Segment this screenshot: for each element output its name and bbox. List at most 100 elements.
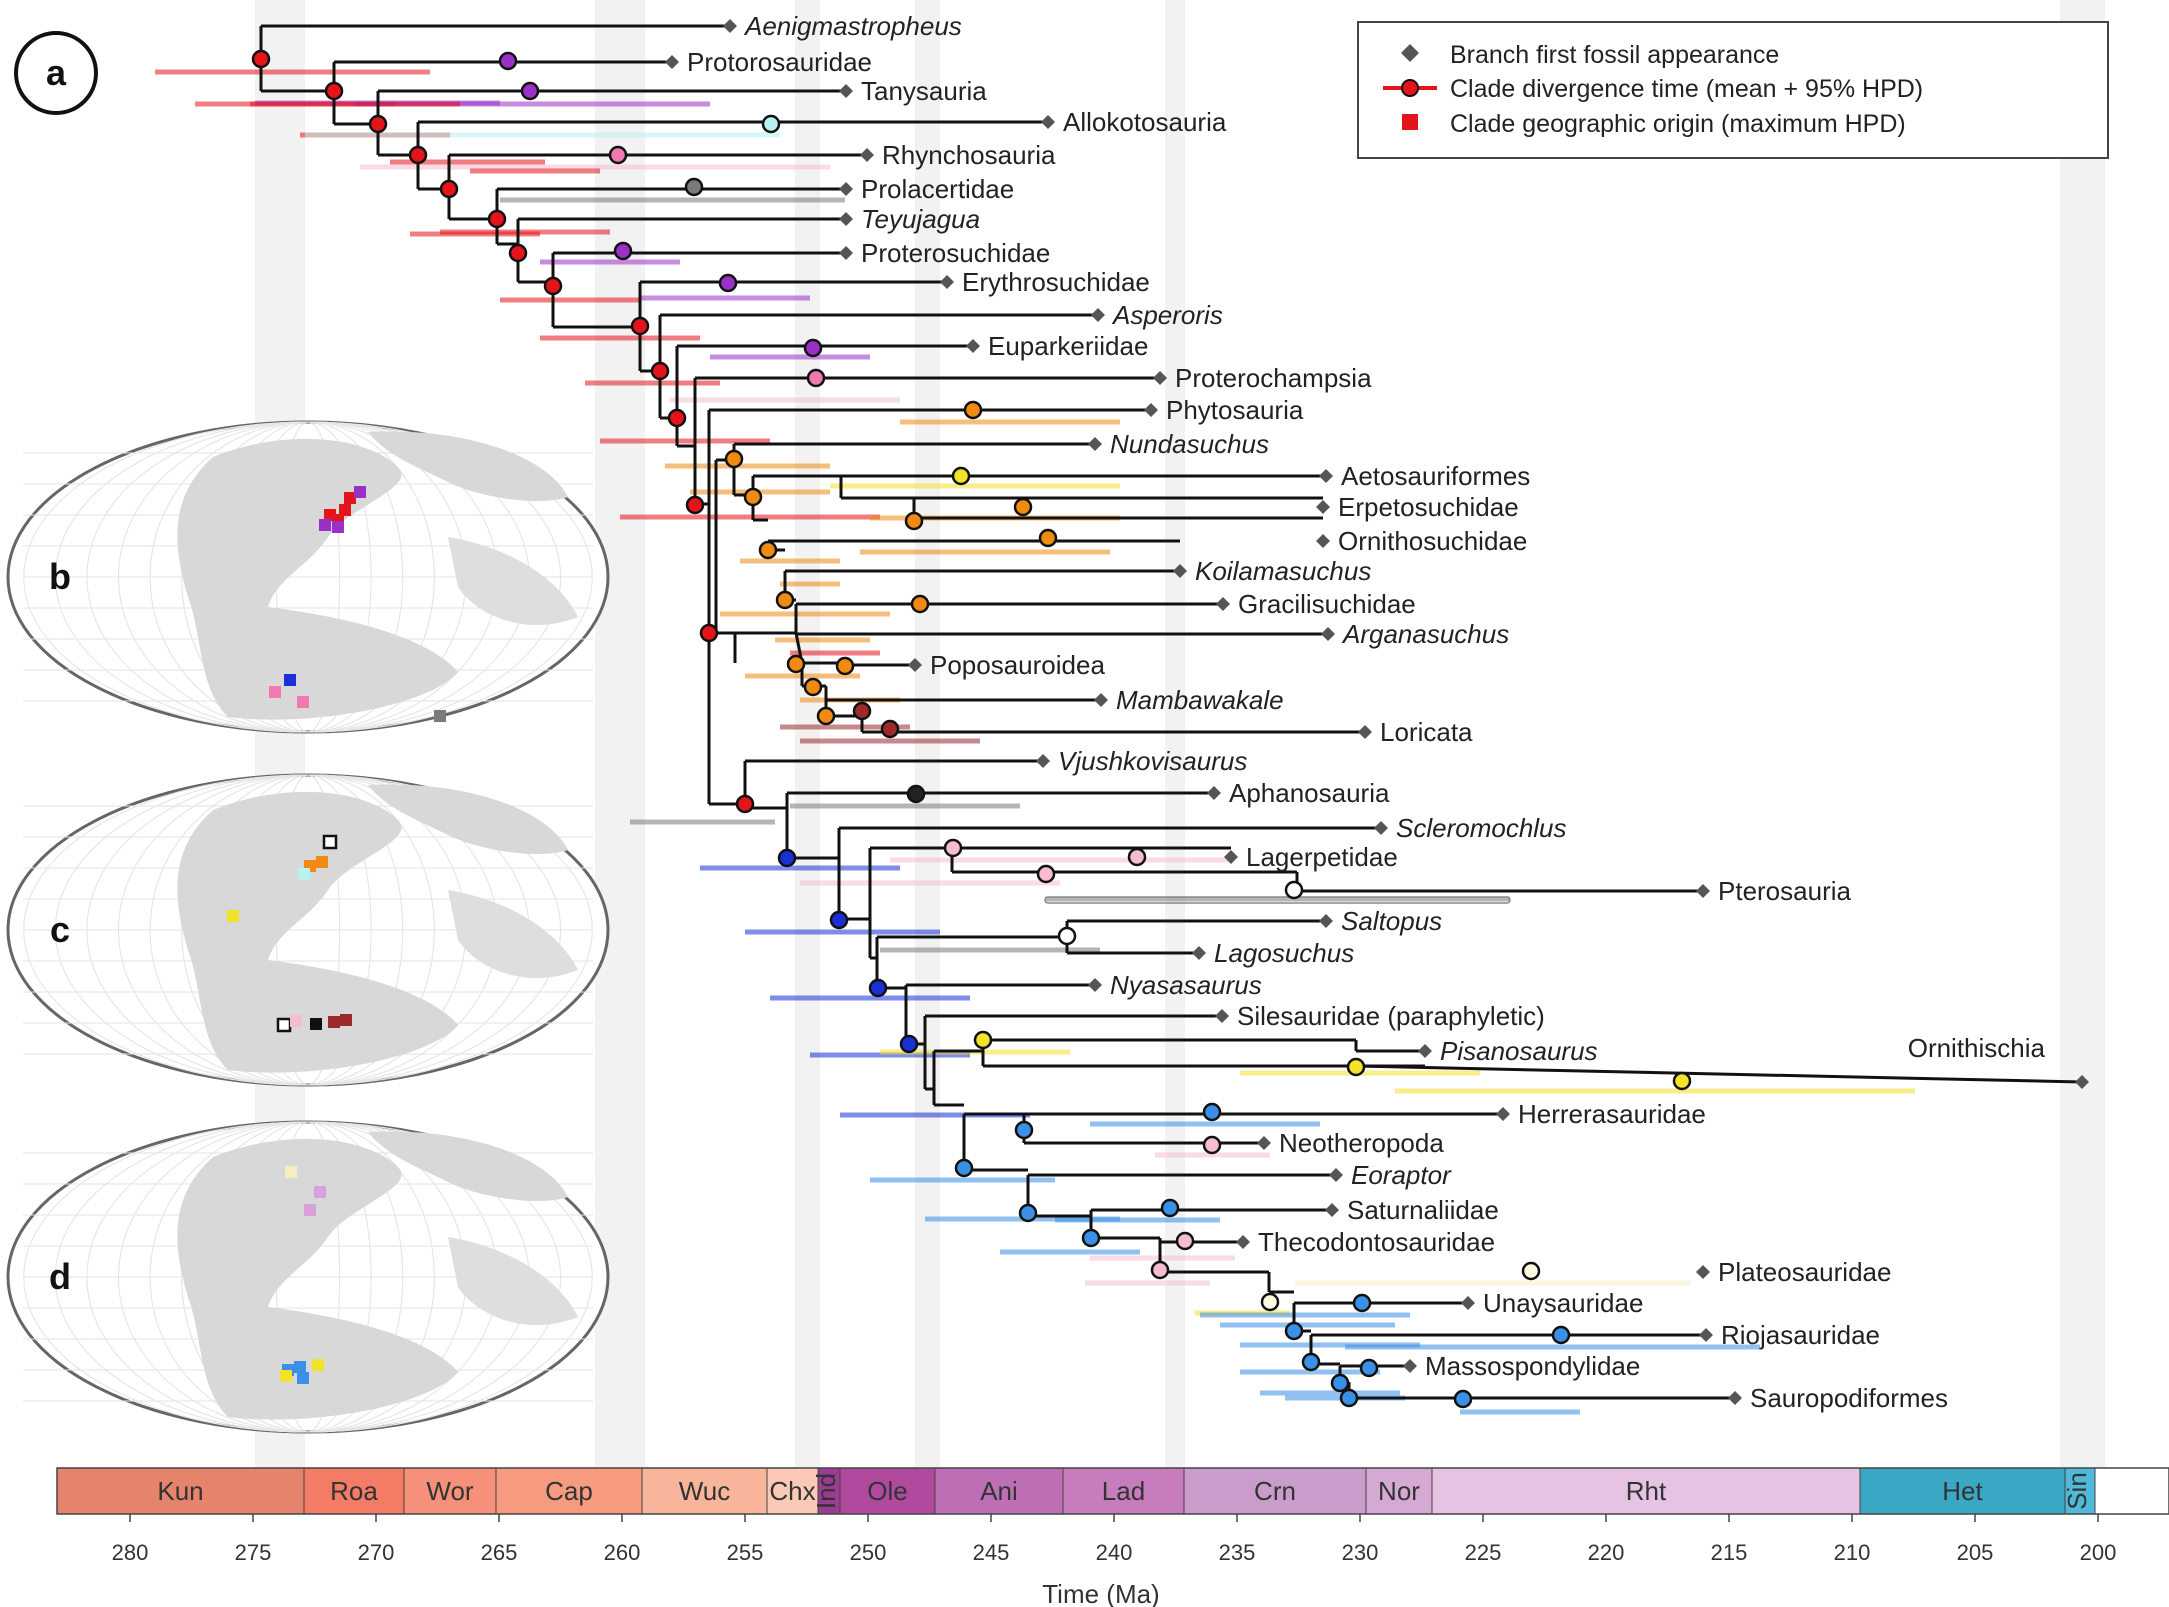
- divergence-node: [1284, 1321, 1304, 1341]
- taxon-label: Nundasuchus: [1110, 429, 1269, 459]
- fossil-diamond-icon: [1207, 786, 1221, 800]
- fossil-diamond-icon: [1036, 754, 1050, 768]
- divergence-node: [608, 145, 628, 165]
- divergence-node: [880, 719, 900, 739]
- tick-label: 240: [1096, 1540, 1133, 1565]
- divergence-node: [368, 114, 388, 134]
- panel-d-label: d: [49, 1256, 71, 1297]
- origin-square: [284, 674, 296, 686]
- taxon-label: Proterosuchidae: [861, 238, 1050, 268]
- fossil-diamond-icon: [1496, 1107, 1510, 1121]
- period-label: Nor: [1378, 1476, 1420, 1506]
- period-ani: [934, 1467, 1064, 1515]
- divergence-node: [1260, 1292, 1280, 1312]
- panel-c-label: c: [50, 909, 70, 950]
- fossil-diamond-icon: [839, 182, 853, 196]
- paleomap-b: b: [6, 420, 610, 734]
- origin-square: [332, 521, 344, 533]
- divergence-node: [899, 1034, 919, 1054]
- fossil-diamond-icon: [966, 339, 980, 353]
- period-shading: [255, 0, 2105, 1468]
- fossil-diamond-icon: [1316, 534, 1330, 548]
- divergence-node: [835, 656, 855, 676]
- tick-label: 215: [1711, 1540, 1748, 1565]
- legend-origin: Clade geographic origin (maximum HPD): [1450, 110, 1906, 138]
- axis-title: Time (Ma): [1042, 1579, 1159, 1607]
- fossil-diamond-icon: [2075, 1075, 2089, 1089]
- divergence-node: [439, 179, 459, 199]
- origin-square: [227, 910, 239, 922]
- tick-label: 205: [1957, 1540, 1994, 1565]
- divergence-node: [324, 81, 344, 101]
- divergence-node: [803, 677, 823, 697]
- divergence-node: [1551, 1325, 1571, 1345]
- period-ole: [839, 1467, 936, 1515]
- origin-square: [328, 1016, 340, 1028]
- fossil-diamond-icon: [1461, 1296, 1475, 1310]
- divergence-node: [684, 177, 704, 197]
- divergence-node: [685, 495, 705, 515]
- divergence-node: [520, 81, 540, 101]
- period-crn: [1183, 1467, 1367, 1515]
- fossil-diamond-icon: [1321, 627, 1335, 641]
- tick-label: 275: [235, 1540, 272, 1565]
- fossil-diamond-icon: [1192, 946, 1206, 960]
- taxon-label: Pterosauria: [1718, 876, 1851, 906]
- taxon-label: Sauropodiformes: [1750, 1383, 1948, 1413]
- divergence-node: [630, 316, 650, 336]
- divergence-node: [910, 594, 930, 614]
- taxon-label: Eoraptor: [1351, 1160, 1452, 1190]
- divergence-node: [1175, 1231, 1195, 1251]
- fossil-diamond-icon: [1088, 437, 1102, 451]
- origin-square: [269, 686, 281, 698]
- taxon-label: Silesauridae (paraphyletic): [1237, 1001, 1545, 1031]
- taxon-label: Euparkeriidae: [988, 331, 1148, 361]
- divergence-node: [1339, 1388, 1359, 1408]
- divergence-node: [816, 706, 836, 726]
- origin-square: [316, 856, 328, 868]
- fossil-diamond-icon: [1153, 371, 1167, 385]
- divergence-node: [508, 243, 528, 263]
- taxon-label: Vjushkovisaurus: [1058, 746, 1247, 776]
- period-label: Het: [1942, 1476, 1983, 1506]
- fossil-diamond-icon: [1418, 1044, 1432, 1058]
- taxon-label: Poposauroidea: [930, 650, 1105, 680]
- taxon-label: Saturnaliidae: [1347, 1195, 1499, 1225]
- taxon-label: Koilamasuchus: [1195, 556, 1371, 586]
- period-label: Roa: [330, 1476, 378, 1506]
- period-rht: [1431, 1467, 1861, 1515]
- fossil-diamond-icon: [1728, 1391, 1742, 1405]
- origin-square: [344, 492, 356, 504]
- fossil-diamond-icon: [1215, 1009, 1229, 1023]
- taxon-label: Lagosuchus: [1214, 938, 1354, 968]
- tick-label: 280: [112, 1540, 149, 1565]
- divergence-node: [1013, 497, 1033, 517]
- divergence-node: [667, 408, 687, 428]
- fossil-diamond-icon: [1094, 693, 1108, 707]
- fossil-diamond-icon: [1316, 500, 1330, 514]
- origin-square-icon: [1402, 114, 1418, 130]
- origin-square: [340, 1014, 352, 1026]
- origin-square: [310, 1018, 322, 1030]
- period-label: Wor: [426, 1476, 474, 1506]
- paleomap-d: d: [6, 1120, 610, 1434]
- fossil-diamond-icon: [1403, 1359, 1417, 1373]
- tick-label: 260: [604, 1540, 641, 1565]
- tick-label: 245: [973, 1540, 1010, 1565]
- taxon-label: Protorosauridae: [687, 47, 872, 77]
- divergence-node: [743, 487, 763, 507]
- node-circle-icon: [1401, 79, 1419, 97]
- fossil-diamond-icon: [1173, 564, 1187, 578]
- period-label: Ind: [811, 1473, 841, 1509]
- legend: Branch first fossil appearance Clade div…: [1357, 21, 2109, 159]
- origin-square: [297, 696, 309, 708]
- divergence-node: [1672, 1071, 1692, 1091]
- origin-square: [298, 868, 310, 880]
- fossil-diamond-icon: [1696, 884, 1710, 898]
- origin-square: [434, 710, 446, 722]
- fossil-diamond-icon: [860, 148, 874, 162]
- panel-a-text: a: [46, 52, 67, 93]
- period-sin: [2064, 1467, 2096, 1515]
- fossil-diamond-icon: [940, 275, 954, 289]
- tick-label: 220: [1588, 1540, 1625, 1565]
